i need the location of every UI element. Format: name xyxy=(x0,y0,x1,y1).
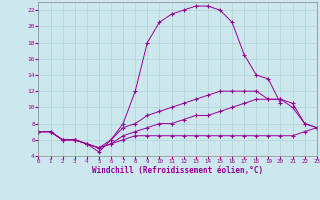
X-axis label: Windchill (Refroidissement éolien,°C): Windchill (Refroidissement éolien,°C) xyxy=(92,166,263,175)
